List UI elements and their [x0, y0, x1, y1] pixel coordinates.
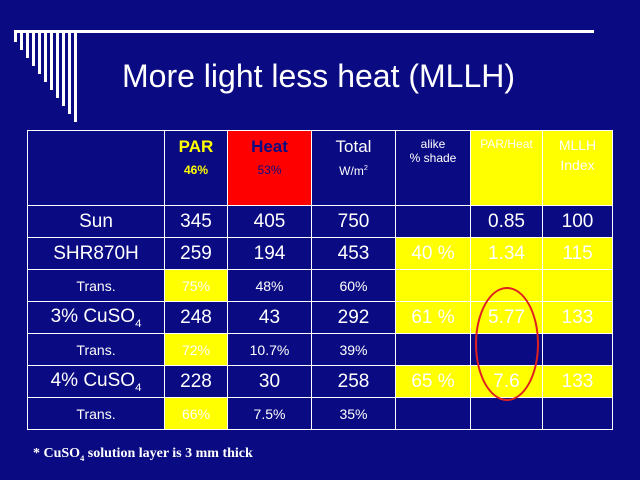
- slide-title: More light less heat (MLLH): [122, 58, 516, 94]
- cell-shade: [395, 205, 471, 238]
- table-row-shr870h-trans: Trans. 75% 48% 60%: [27, 269, 613, 302]
- total-unit: W/m2: [313, 163, 395, 178]
- cell-par: 248: [164, 301, 228, 334]
- index-label: Index: [560, 157, 595, 173]
- cell-index: 115: [542, 237, 613, 270]
- heat-percent: 53%: [257, 163, 282, 177]
- row-label-sub: 4: [135, 317, 142, 330]
- cell-total: 292: [311, 301, 396, 334]
- row-label-sub: 4: [135, 381, 142, 394]
- par-percent: 46%: [183, 163, 209, 177]
- cell-ratio: 1.34: [470, 237, 543, 270]
- cell-ratio: 0.85: [470, 205, 543, 238]
- header-empty-cell: [27, 130, 165, 206]
- row-label: Sun: [27, 205, 165, 238]
- cell-heat: 7.5%: [227, 397, 312, 430]
- shade-label: % shade: [409, 151, 457, 165]
- cell-par: 345: [164, 205, 228, 238]
- cell-index: 133: [542, 365, 613, 398]
- header-total: Total W/m2: [311, 130, 396, 206]
- cell-heat: 30: [227, 365, 312, 398]
- decorative-rule: [14, 30, 594, 33]
- heat-label: Heat: [251, 137, 288, 156]
- header-row: PAR 46% Heat 53% Total W/m2 alike % shad…: [27, 130, 613, 206]
- cell-shade: 65 %: [395, 365, 471, 398]
- cell-shade: [395, 269, 471, 302]
- row-label-text: 4% CuSO: [50, 369, 136, 391]
- row-label: SHR870H: [27, 237, 165, 270]
- cell-index: [542, 397, 613, 430]
- cell-par: 72%: [164, 333, 228, 366]
- cell-index: [542, 269, 613, 302]
- highlight-circle: [475, 287, 539, 401]
- cell-par: 75%: [164, 269, 228, 302]
- footnote: * CuSO4 solution layer is 3 mm thick: [33, 446, 253, 463]
- header-par-heat: PAR/Heat: [470, 130, 543, 206]
- header-mllh: MLLH Index: [542, 130, 613, 206]
- row-label: Trans.: [27, 397, 165, 430]
- header-par: PAR 46%: [164, 130, 228, 206]
- alike-label: alike: [420, 137, 446, 151]
- table-row-sun: Sun 345 405 750 0.85 100: [27, 205, 613, 238]
- cell-total: 39%: [311, 333, 396, 366]
- table-row-cuso4-4-trans: Trans. 66% 7.5% 35%: [27, 397, 613, 430]
- row-label: Trans.: [27, 333, 165, 366]
- cell-total: 453: [311, 237, 396, 270]
- cell-total: 750: [311, 205, 396, 238]
- par-heat-label: PAR/Heat: [480, 137, 533, 151]
- mllh-label: MLLH: [558, 137, 597, 153]
- cell-heat: 405: [227, 205, 312, 238]
- cell-index: 133: [542, 301, 613, 334]
- cell-par: 228: [164, 365, 228, 398]
- total-label: Total: [335, 137, 372, 156]
- header-heat: Heat 53%: [227, 130, 312, 206]
- cell-total: 60%: [311, 269, 396, 302]
- cell-total: 35%: [311, 397, 396, 430]
- data-table: PAR 46% Heat 53% Total W/m2 alike % shad…: [27, 130, 613, 430]
- cell-ratio: [470, 397, 543, 430]
- cell-shade: [395, 397, 471, 430]
- total-unit-sup: 2: [363, 163, 368, 172]
- footnote-prefix: * CuSO: [33, 446, 81, 461]
- cell-heat: 48%: [227, 269, 312, 302]
- cell-shade: 61 %: [395, 301, 471, 334]
- cell-shade: [395, 333, 471, 366]
- par-label: PAR: [178, 137, 214, 156]
- table-row-shr870h: SHR870H 259 194 453 40 % 1.34 115: [27, 237, 613, 270]
- header-alike: alike % shade: [395, 130, 471, 206]
- cell-par: 66%: [164, 397, 228, 430]
- total-unit-text: W/m: [339, 164, 364, 178]
- cell-total: 258: [311, 365, 396, 398]
- cell-heat: 10.7%: [227, 333, 312, 366]
- cell-index: [542, 333, 613, 366]
- footnote-suffix: solution layer is 3 mm thick: [84, 446, 253, 461]
- footnote-sub: 4: [80, 453, 85, 463]
- row-label-text: 3% CuSO: [50, 305, 136, 327]
- cell-shade: 40 %: [395, 237, 471, 270]
- cell-index: 100: [542, 205, 613, 238]
- row-label: Trans.: [27, 269, 165, 302]
- row-label: 3% CuSO4: [27, 301, 165, 334]
- cell-heat: 194: [227, 237, 312, 270]
- row-label: 4% CuSO4: [27, 365, 165, 398]
- cell-heat: 43: [227, 301, 312, 334]
- cell-par: 259: [164, 237, 228, 270]
